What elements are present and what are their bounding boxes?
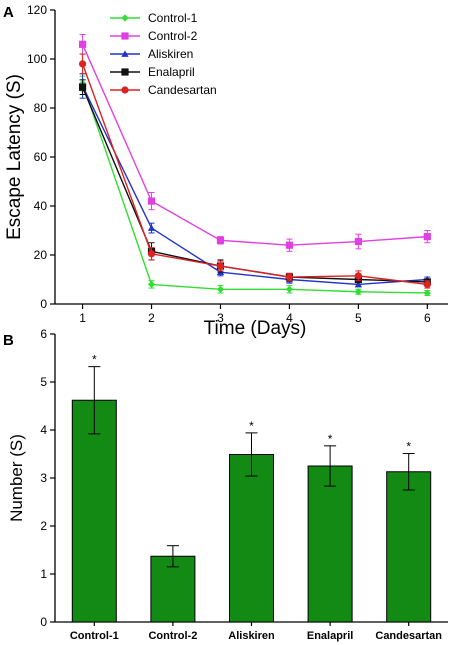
series-aliskiren	[78, 73, 431, 288]
legend-label: Control-1	[148, 11, 198, 25]
b-y-tick-label: 0	[40, 615, 47, 629]
legend-label: Enalapril	[148, 65, 195, 79]
significance-star: *	[406, 440, 411, 454]
b-x-tick-label: Candesartan	[375, 630, 442, 642]
a-y-axis-title: Escape Latency (S)	[4, 74, 25, 240]
series-line	[81, 86, 428, 283]
data-point	[147, 197, 156, 205]
b-y-tick-label: 5	[40, 375, 47, 389]
series-line	[81, 83, 428, 294]
b-x-tick-label: Control-1	[70, 630, 119, 642]
series-control-1	[78, 75, 431, 297]
b-y-tick-label: 3	[40, 471, 47, 485]
a-x-tick-label: 1	[79, 311, 86, 325]
b-y-tick-label: 2	[40, 519, 47, 533]
series-line	[81, 44, 428, 246]
series-line	[81, 63, 428, 286]
series-line	[81, 85, 428, 286]
data-point	[354, 288, 362, 296]
a-x-tick-label: 5	[355, 311, 362, 325]
a-y-tick-label: 100	[27, 52, 47, 66]
legend-marker	[121, 68, 129, 76]
a-x-axis-title: Time (Days)	[204, 318, 307, 339]
data-point	[285, 285, 294, 293]
a-y-tick-label: 0	[40, 297, 47, 311]
legend-marker	[121, 50, 129, 57]
data-point	[147, 250, 156, 258]
legend-label: Candesartan	[148, 83, 217, 97]
bar-aliskiren	[229, 453, 274, 623]
data-point	[147, 280, 156, 288]
data-point	[78, 40, 87, 48]
data-point	[285, 241, 294, 249]
b-y-axis-title: Number (S)	[7, 434, 26, 522]
data-point	[354, 280, 362, 288]
data-point	[354, 237, 362, 246]
legend-label: Aliskiren	[148, 47, 193, 61]
data-point	[216, 236, 225, 244]
escape-latency-line-chart: Escape Latency (S) Time (Days) 0 20 40 60 80…	[4, 3, 448, 339]
panel-a-label: A	[3, 4, 14, 21]
bar-candesartan	[386, 471, 432, 623]
a-x-tick-label: 6	[424, 311, 431, 325]
data-point	[78, 60, 87, 68]
bar-enalapril	[307, 465, 353, 623]
data-point	[423, 280, 431, 288]
significance-star: *	[249, 419, 254, 433]
b-x-tick-label: Aliskiren	[228, 630, 275, 642]
legend-marker	[121, 32, 129, 40]
legend-marker	[121, 14, 129, 22]
a-x-tick-label: 3	[217, 311, 224, 325]
panel-b-label: B	[3, 332, 14, 349]
a-x-tick-label: 2	[148, 311, 155, 325]
data-point	[216, 262, 225, 270]
data-point	[423, 289, 431, 297]
data-point	[285, 273, 294, 281]
significance-star: *	[92, 353, 97, 367]
data-point	[216, 285, 225, 293]
a-y-tick-label: 20	[34, 248, 48, 262]
b-x-tick-label: Control-2	[148, 630, 197, 642]
a-y-tick-label: 120	[27, 3, 47, 17]
legend-marker	[121, 86, 129, 94]
a-x-tick-label: 4	[286, 311, 293, 325]
b-y-tick-label: 6	[40, 327, 47, 341]
data-point	[78, 83, 87, 91]
series-control-2	[78, 34, 431, 252]
series-candesartan	[78, 53, 431, 289]
b-x-tick-label: Enalapril	[307, 630, 353, 642]
series-enalapril	[78, 79, 431, 286]
legend-label: Control-2	[148, 29, 198, 43]
data-point	[354, 272, 362, 280]
b-y-tick-label: 4	[40, 423, 47, 437]
significance-star: *	[328, 432, 333, 446]
b-y-tick-label: 1	[40, 567, 47, 581]
data-point	[147, 224, 156, 231]
a-y-tick-label: 80	[34, 101, 48, 115]
a-y-tick-label: 60	[34, 150, 48, 164]
data-point	[423, 233, 431, 241]
number-bar-chart: Number (S) 0 1 2 3 4 5 6 * Control-1 Control-2 * A…	[7, 327, 448, 642]
a-y-tick-label: 40	[34, 199, 48, 213]
